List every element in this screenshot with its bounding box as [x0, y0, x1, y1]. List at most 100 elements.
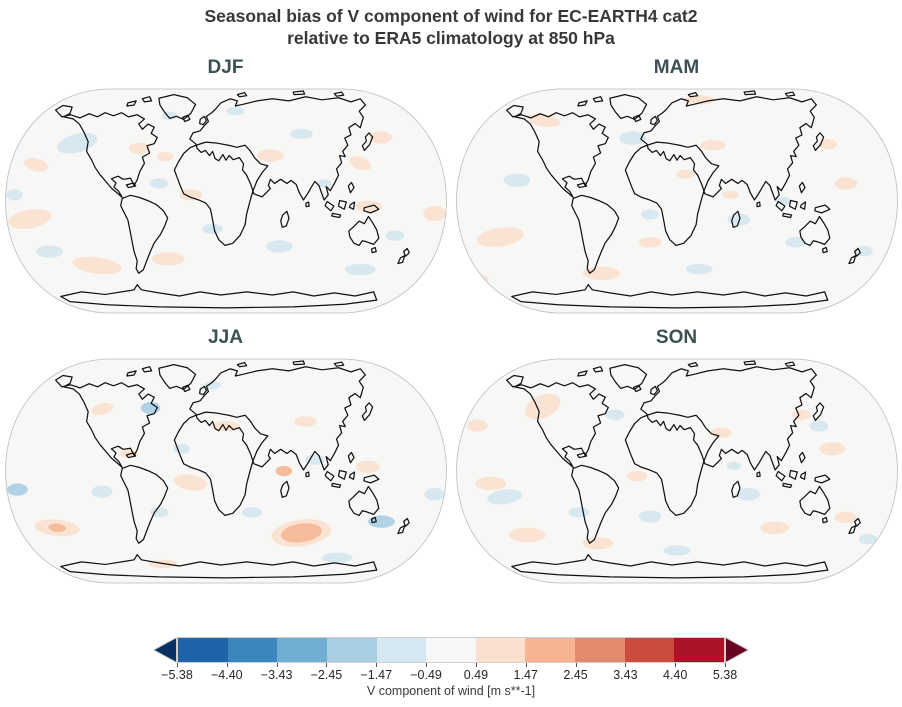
coastline [813, 204, 830, 214]
coastline [799, 201, 806, 210]
bias-anomaly-blob [344, 263, 376, 276]
colorbar-tick-label: 5.38 [712, 668, 738, 682]
bias-anomaly-blob [503, 173, 530, 188]
bias-anomaly-blob [172, 443, 190, 454]
coastline [798, 485, 830, 517]
bias-anomaly-blob [225, 107, 245, 116]
colorbar-segment [277, 638, 327, 662]
colorbar-tick-label: 2.45 [563, 668, 588, 682]
bias-anomaly-blob [626, 471, 648, 482]
panel-djf: DJF [0, 55, 451, 315]
coastline [173, 411, 268, 517]
bias-anomaly-blob [348, 156, 371, 171]
coastline [125, 182, 136, 189]
colorbar-tick-mark [675, 663, 677, 667]
coastline [347, 451, 355, 464]
bias-anomaly-blob [355, 460, 380, 474]
bias-anomaly-blob [293, 416, 317, 427]
bias-anomaly-blob [734, 488, 760, 501]
map-panels: DJF MAM JJA SON [0, 55, 902, 585]
coastline [730, 480, 741, 498]
bias-anomaly-blob [151, 252, 185, 266]
bias-anomaly-blob [256, 149, 284, 162]
colorbar-tick-mark [177, 663, 178, 667]
coastline [324, 470, 335, 482]
bias-anomaly-blob [466, 419, 488, 432]
panel-son: SON [451, 325, 902, 585]
colorbar-tick-label: −2.45 [310, 668, 343, 682]
colorbar-tick-label: 1.47 [513, 668, 538, 682]
bias-anomaly-blob [275, 465, 292, 477]
coastline [119, 464, 168, 544]
panel-jja: JJA [0, 325, 451, 585]
bias-anomaly-blob [149, 507, 169, 518]
coastline [348, 201, 355, 210]
bias-anomaly-blob [508, 527, 546, 543]
coastline [304, 471, 310, 478]
bias-anomaly-blob [173, 474, 207, 491]
bias-anomaly-blob [683, 95, 715, 105]
colorbar-tick-mark [376, 663, 378, 667]
coastline [188, 96, 366, 201]
bias-anomaly-blob [759, 521, 789, 534]
bias-anomaly-blob [7, 209, 51, 229]
bias-anomaly-blob [71, 256, 121, 275]
coastline [125, 90, 344, 107]
figure-title: Seasonal bias of V component of wind for… [0, 0, 902, 49]
coastline [799, 471, 806, 480]
bias-anomaly-blob [700, 140, 726, 151]
bias-anomaly-blob [817, 139, 837, 150]
bias-anomaly-blob [367, 515, 395, 528]
coastline [330, 482, 341, 489]
coastline [347, 181, 355, 194]
colorbar-tick-label: 0.49 [463, 668, 489, 682]
bias-anomaly-blob [240, 507, 262, 518]
bias-anomaly-blob [833, 177, 857, 190]
coastline [821, 246, 828, 254]
colorbar-tick-label: −1.47 [360, 668, 393, 682]
coastline [361, 132, 373, 152]
coastline [59, 554, 377, 579]
map-frame [455, 88, 898, 314]
bias-anomaly-blob [119, 449, 137, 458]
coastline [125, 360, 344, 377]
coastline [788, 469, 798, 480]
coastline [639, 366, 817, 471]
coastline [781, 212, 792, 219]
map-mam [455, 88, 898, 314]
colorbar-tick-mark [226, 663, 228, 667]
bias-anomaly-blob [369, 131, 392, 144]
bias-anomaly-blob [90, 402, 113, 416]
coastline [775, 200, 786, 212]
bias-anomaly-blob [791, 409, 811, 420]
coastline [396, 247, 410, 265]
bias-anomaly-blob [5, 189, 23, 201]
panel-title-jja: JJA [208, 327, 243, 348]
coastline [370, 516, 377, 524]
coastline [624, 411, 719, 517]
bias-anomaly-blob [289, 128, 313, 140]
colorbar-tick-mark [326, 663, 328, 667]
bias-anomaly-blob [526, 113, 560, 128]
coastline [812, 402, 824, 422]
coastline [813, 474, 830, 484]
coastline [396, 517, 410, 535]
coastline [54, 104, 158, 199]
bias-anomaly-blob [721, 190, 738, 199]
coastline [347, 485, 379, 517]
bias-anomaly-blob [582, 537, 613, 550]
coastline [505, 374, 609, 469]
coastline [639, 96, 817, 201]
colorbar-tick-mark [475, 663, 477, 667]
colorbar-tick-label: −0.49 [410, 668, 442, 682]
bias-anomaly-blob [23, 158, 48, 172]
coastline [173, 141, 268, 247]
bias-anomaly-blob [867, 113, 887, 124]
bias-anomaly-blob [423, 488, 445, 501]
map-djf [4, 88, 447, 314]
coastline [730, 210, 741, 228]
bias-anomaly-blob [385, 230, 404, 241]
coastline [781, 482, 792, 489]
coastline [812, 132, 824, 152]
colorbar-segment [525, 638, 576, 662]
